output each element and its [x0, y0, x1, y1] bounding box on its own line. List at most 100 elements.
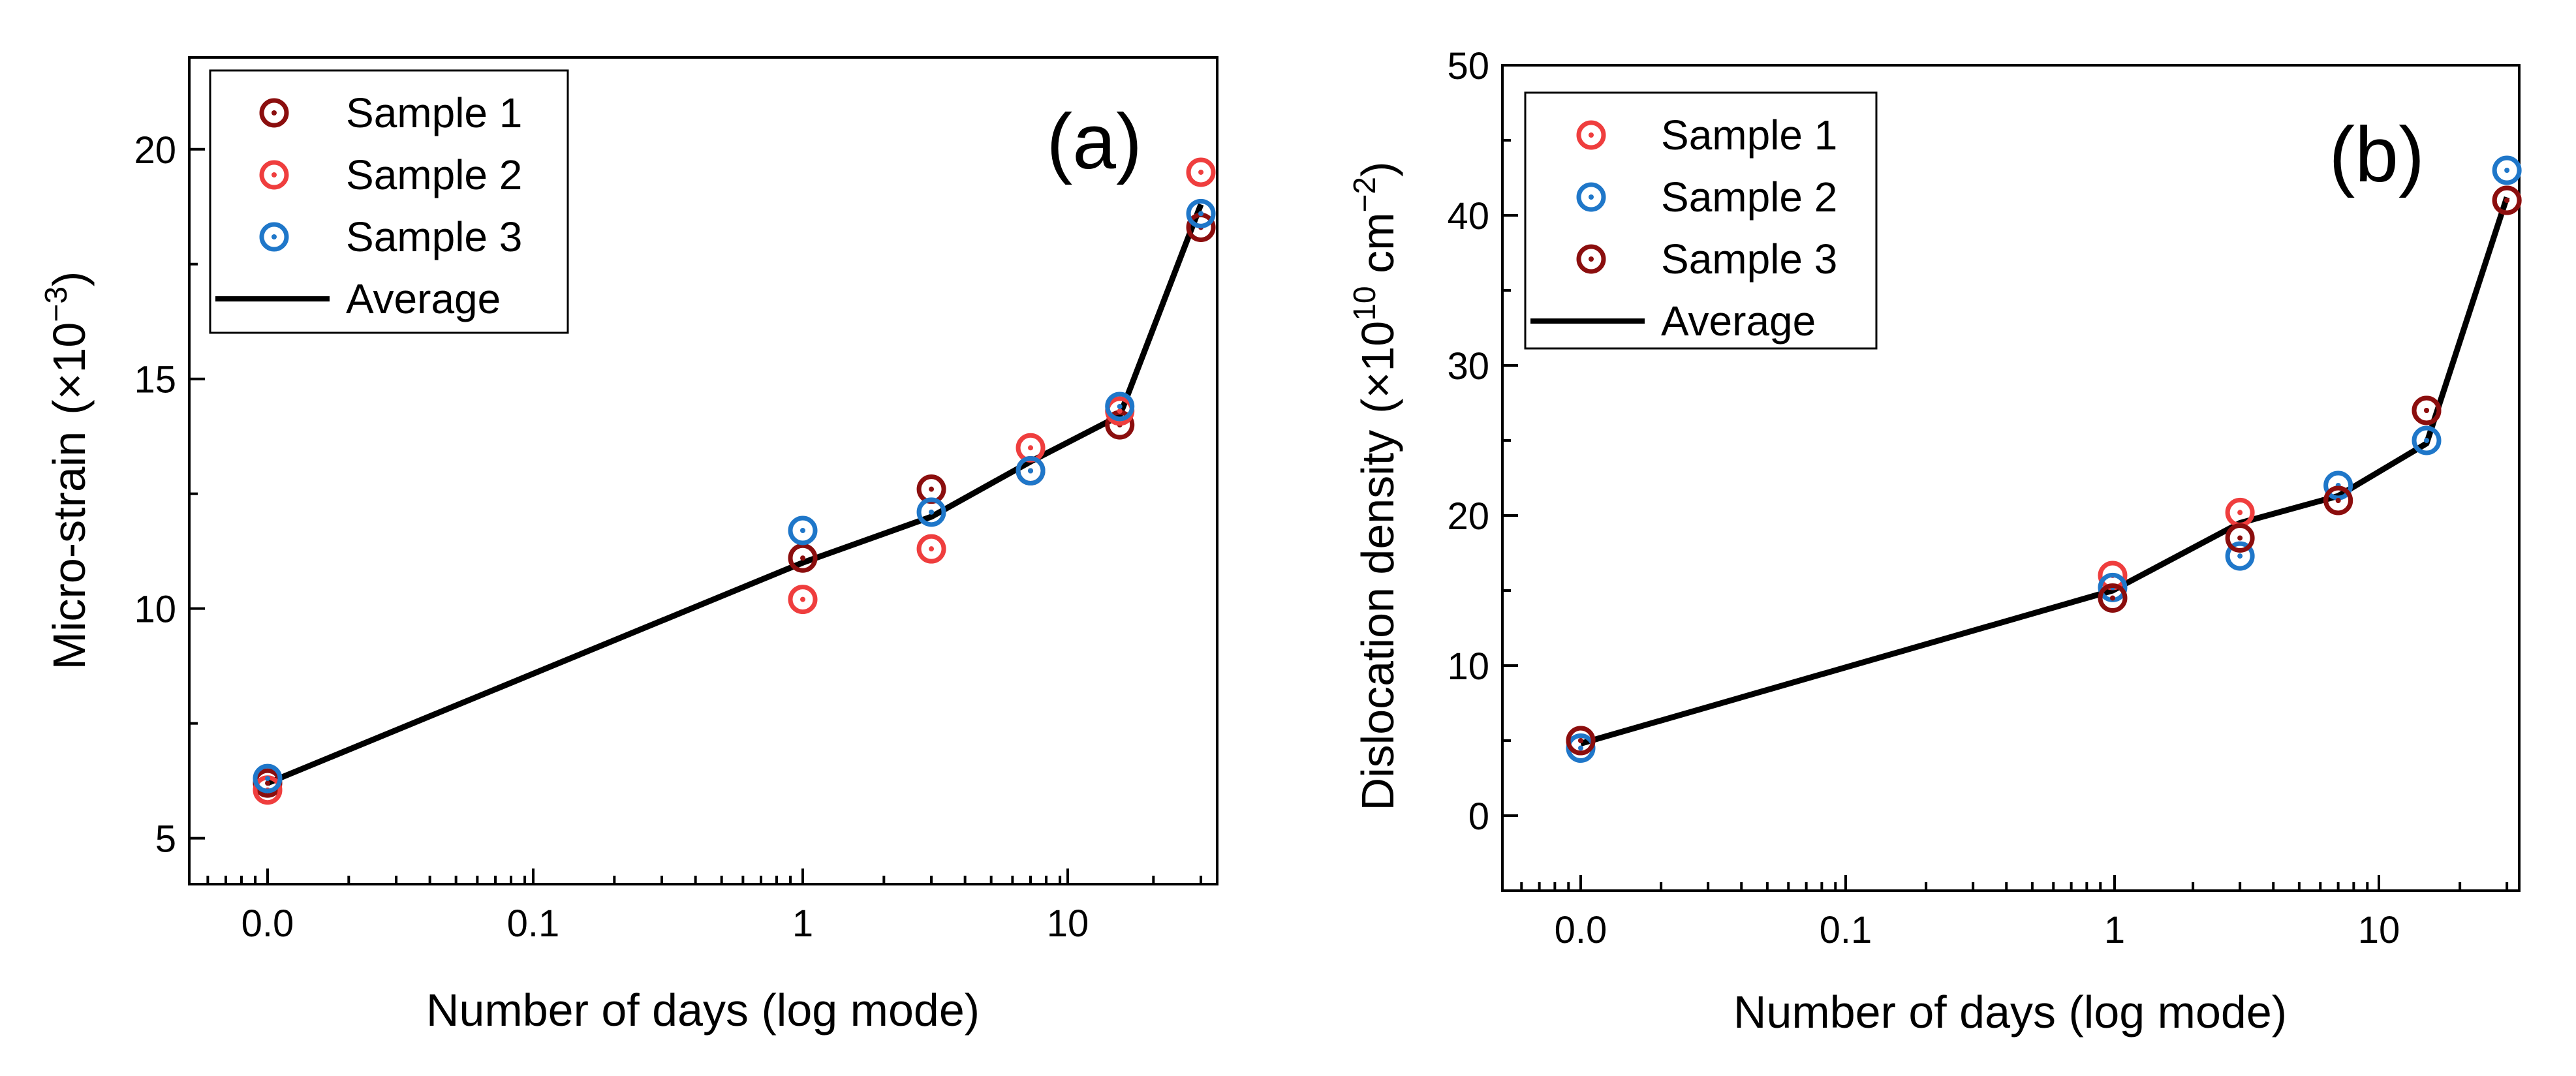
legend-item: Average: [215, 275, 501, 322]
legend-box: [209, 69, 569, 334]
marker-dot: [800, 596, 805, 602]
marker-dot: [2237, 553, 2243, 559]
axis-ticks: [189, 147, 1203, 884]
marker-dot: [2237, 535, 2243, 541]
marker-dot: [2424, 408, 2430, 413]
legend-label: Sample 1: [346, 89, 522, 136]
legend-item: Sample 1: [1576, 112, 1837, 159]
average-line: [266, 203, 1204, 786]
legend-item: Sample 1: [259, 89, 522, 136]
panel-label: (a): [1046, 98, 1142, 185]
marker-ring: [2098, 583, 2128, 613]
legend-label: Average: [1661, 298, 1816, 345]
legend-marker-dot: [1589, 194, 1594, 200]
x-tick-labels: 0.0 0.1 1 10: [241, 902, 1089, 945]
y-tick-label: 20: [1447, 495, 1489, 538]
y-tick-labels: 0 10 20 30 40 50: [1447, 45, 1489, 838]
marker-ring: [788, 543, 818, 573]
legend-item: Sample 3: [1576, 236, 1837, 283]
legend: Sample 1 Sample 2 Sample 3 Average: [1524, 91, 1878, 350]
x-axis-label: Number of days (log mode): [1733, 987, 2287, 1038]
marker-ring: [2225, 523, 2255, 553]
data-point: [2225, 523, 2255, 553]
data-markers: [253, 157, 1216, 805]
x-tick-label: 0.1: [507, 902, 560, 945]
legend-marker: [1576, 182, 1606, 212]
data-point: [253, 763, 283, 793]
legend-item: Sample 3: [259, 213, 522, 260]
axis-ticks: [1502, 64, 2509, 891]
data-point: [2492, 185, 2522, 215]
legend: Sample 1 Sample 2 Sample 3 Average: [209, 69, 569, 334]
y-tick-label: 20: [134, 129, 176, 172]
data-point: [1566, 726, 1596, 756]
x-tick-label: 0.1: [1820, 909, 1872, 951]
marker-ring: [788, 585, 818, 615]
data-point: [1186, 157, 1216, 187]
marker-ring: [1105, 392, 1135, 422]
x-tick-label: 0.0: [241, 902, 294, 945]
marker-ring: [2225, 541, 2255, 571]
x-tick-label: 1: [2104, 909, 2125, 951]
marker-dot: [800, 528, 805, 534]
legend-marker-dot: [272, 110, 277, 115]
marker-dot: [1117, 403, 1123, 409]
data-point: [916, 497, 946, 527]
data-point: [788, 515, 818, 546]
x-tick-label: 10: [1047, 902, 1089, 945]
legend-item: Sample 2: [259, 151, 522, 198]
legend-item: Sample 2: [1576, 174, 1837, 221]
x-axis-label: Number of days (log mode): [426, 985, 980, 1036]
marker-dot: [1028, 468, 1034, 474]
legend-marker: [259, 98, 289, 128]
y-tick-label: 30: [1447, 345, 1489, 388]
legend-label: Average: [346, 275, 501, 322]
chart-panel-b: 0.0 0.1 1 10 0 10 20 30 40 50 (b) Number of days…: [1348, 45, 2522, 1038]
marker-dot: [2237, 510, 2243, 515]
x-tick-label: 1: [792, 902, 813, 945]
legend-items: Sample 1 Sample 2 Sample 3 Average: [1530, 112, 1837, 345]
marker-dot: [2504, 168, 2510, 173]
y-tick-label: 5: [155, 818, 176, 861]
marker-dot: [1198, 169, 1204, 175]
marker-dot: [1028, 445, 1034, 451]
marker-dot: [2424, 438, 2430, 443]
marker-ring: [2323, 485, 2353, 515]
marker-dot: [929, 546, 935, 552]
marker-ring: [916, 534, 946, 564]
legend-marker-dot: [1589, 132, 1594, 138]
y-tick-labels: 5 10 15 20: [134, 129, 176, 861]
legend-box: [1524, 91, 1878, 350]
y-tick-label: 0: [1468, 795, 1489, 838]
data-point: [2225, 541, 2255, 571]
marker-dot: [929, 509, 935, 515]
y-tick-label: 40: [1447, 195, 1489, 238]
x-tick-label: 0.0: [1555, 909, 1607, 951]
legend-marker: [1576, 120, 1606, 150]
data-point: [2098, 583, 2128, 613]
marker-ring: [788, 515, 818, 546]
y-tick-label: 10: [134, 589, 176, 631]
marker-dot: [2504, 198, 2510, 203]
legend-label: Sample 2: [1661, 174, 1837, 221]
legend-marker-dot: [1589, 256, 1594, 262]
legend-label: Sample 3: [1661, 236, 1837, 283]
marker-dot: [1578, 745, 1583, 751]
marker-ring: [1186, 198, 1216, 228]
marker-dot: [2335, 498, 2341, 503]
marker-dot: [265, 780, 270, 786]
marker-ring: [2492, 185, 2522, 215]
marker-dot: [1578, 738, 1583, 743]
chart-panel-a: 0.0 0.1 1 10 5 10 15 20 (a) Number of days (lo…: [39, 56, 1218, 1036]
marker-ring: [1186, 157, 1216, 187]
legend-marker: [259, 160, 289, 190]
panel-label: (b): [2329, 111, 2425, 198]
legend-label: Sample 1: [1661, 112, 1837, 159]
marker-dot: [929, 486, 935, 492]
marker-ring: [2412, 395, 2442, 425]
y-axis-label: Micro-strain(×10−3): [39, 271, 95, 670]
marker-ring: [1566, 726, 1596, 756]
marker-ring: [2412, 425, 2442, 455]
marker-ring: [1016, 456, 1046, 485]
